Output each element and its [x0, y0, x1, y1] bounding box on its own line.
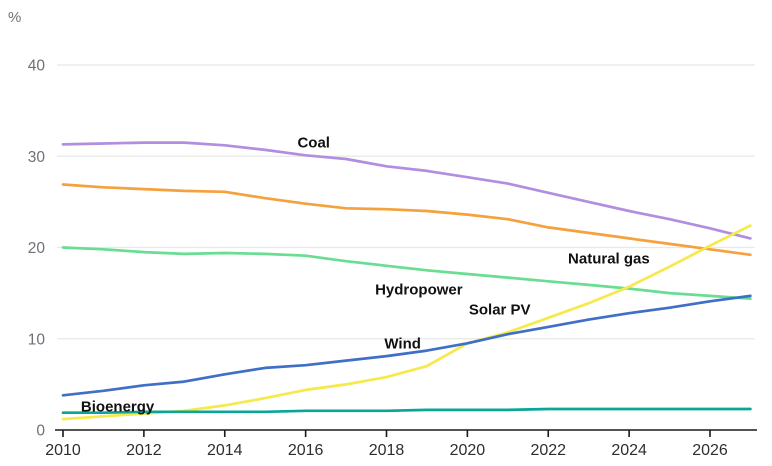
series-label-bioenergy: Bioenergy	[81, 398, 155, 415]
series-label-natural-gas: Natural gas	[568, 250, 650, 267]
series-label-hydropower: Hydropower	[375, 281, 463, 298]
series-line-coal	[61, 141, 752, 240]
series-label-coal: Coal	[297, 135, 330, 152]
series-label-solar-pv: Solar PV	[469, 302, 531, 319]
x-tick-label-2024: 2024	[611, 442, 647, 459]
series-line-natural-gas	[61, 183, 752, 257]
y-tick-label-30: 30	[28, 149, 46, 166]
x-tick-label-2014: 2014	[207, 442, 243, 459]
y-tick-label-0: 0	[36, 423, 45, 440]
y-axis-unit-label: %	[8, 9, 21, 26]
y-tick-label-40: 40	[28, 58, 46, 75]
x-tick-label-2026: 2026	[692, 442, 728, 459]
x-tick-label-2016: 2016	[288, 442, 324, 459]
x-tick-label-2012: 2012	[126, 442, 162, 459]
y-tick-label-10: 10	[28, 331, 46, 348]
series-line-bioenergy	[61, 407, 752, 415]
x-tick-label-2022: 2022	[530, 442, 566, 459]
x-tick-label-2010: 2010	[45, 442, 81, 459]
series-line-wind	[61, 294, 752, 397]
x-tick-label-2020: 2020	[450, 442, 486, 459]
x-tick-label-2018: 2018	[369, 442, 405, 459]
y-tick-label-20: 20	[28, 240, 46, 257]
series-label-wind: Wind	[384, 335, 421, 352]
series-line-hydropower	[61, 246, 752, 300]
